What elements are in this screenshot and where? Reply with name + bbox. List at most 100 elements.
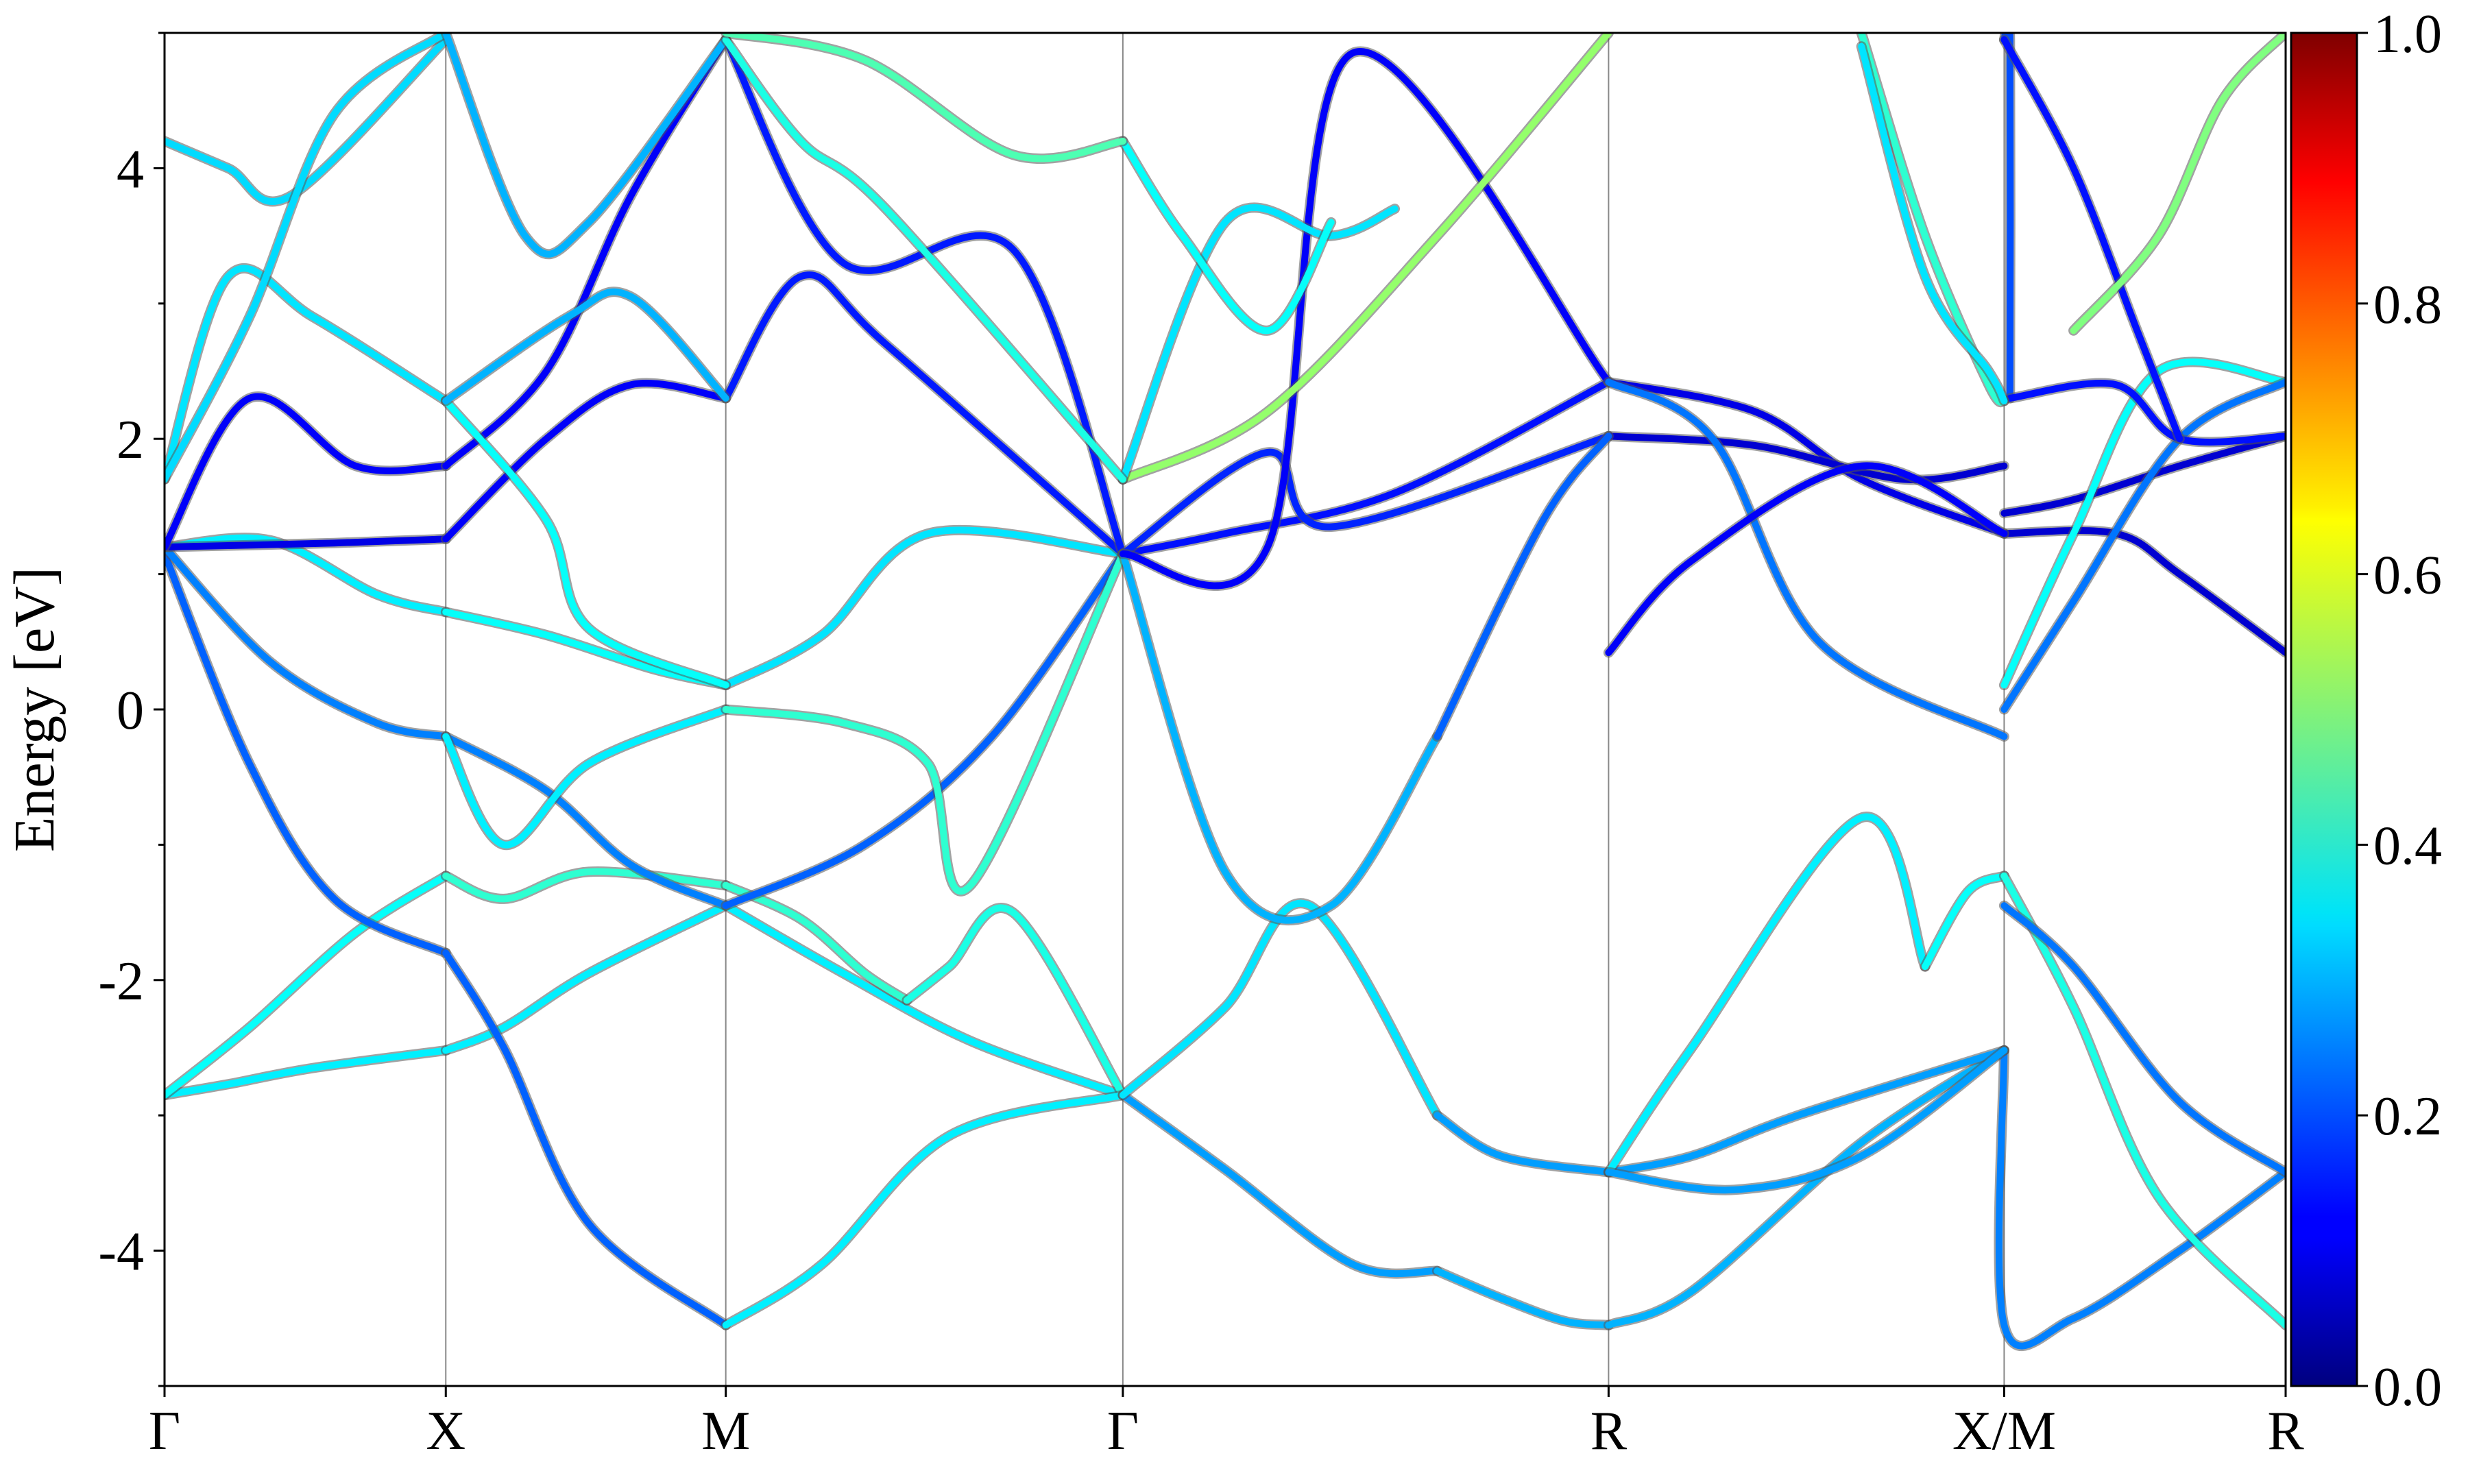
band-52 (1119, 33, 1612, 483)
band-62 (722, 33, 1126, 162)
colorbar-tick-label-1: 0.2 (2373, 1086, 2442, 1147)
band-outline-2 (721, 900, 1128, 1101)
band-56 (165, 265, 450, 483)
band-41 (2000, 433, 2286, 517)
y-axis-label: Energy [eV] (3, 567, 66, 852)
band-42 (1119, 550, 1441, 924)
y-tick-label--4: -4 (98, 1222, 144, 1282)
colorbar-tick-label-3: 0.6 (2373, 546, 2442, 606)
band-49 (2000, 33, 2014, 402)
band-24 (722, 550, 1126, 910)
band-25 (165, 534, 450, 616)
x-tick-label-4: R (1590, 1401, 1628, 1461)
plot-frame (163, 32, 2287, 1387)
band-32 (722, 271, 1126, 557)
band-outline-27 (721, 524, 1128, 690)
band-18 (1922, 872, 2008, 971)
band-57 (442, 397, 729, 689)
band-23 (442, 733, 729, 910)
band-8 (442, 949, 729, 1329)
colorbar-ticks: 0.0 0.2 0.4 0.6 0.8 1.0 (2357, 4, 2442, 1418)
band-outline-63 (1856, 33, 2009, 408)
band-2 (722, 902, 1126, 1099)
band-9 (722, 1091, 1126, 1329)
band-17 (1605, 813, 1928, 1176)
band-47 (2000, 358, 2286, 689)
band-1 (442, 902, 729, 1054)
band-31 (442, 380, 729, 543)
band-outline-42 (1117, 548, 1442, 926)
band-59 (442, 288, 729, 404)
band-29 (722, 550, 1126, 895)
y-tick-label-2: 2 (117, 410, 144, 470)
band-21 (1605, 1047, 2008, 1194)
band-outline-13 (1994, 1045, 2286, 1352)
band-outline-20 (1998, 900, 2286, 1178)
y-tick-label-4: 4 (117, 139, 144, 199)
x-tick-label-0: Γ (149, 1401, 180, 1461)
band-37 (1605, 378, 2008, 537)
band-35 (722, 36, 1126, 557)
band-28 (442, 706, 729, 849)
colorbar-tick-label-5: 1.0 (2373, 4, 2442, 64)
band-36 (1119, 378, 1612, 557)
band-50 (2006, 380, 2286, 446)
band-0 (165, 1047, 450, 1099)
band-55 (165, 36, 450, 205)
band-6 (903, 904, 1126, 1099)
band-13 (1995, 1047, 2286, 1350)
band-51 (2000, 36, 2183, 443)
band-53 (1119, 204, 1399, 483)
band-12 (1605, 1047, 2008, 1329)
band-60 (442, 33, 729, 258)
band-39 (1119, 433, 1612, 557)
band-54 (1119, 137, 1335, 334)
band-7 (165, 550, 450, 957)
band-5 (722, 881, 910, 1004)
y-axis: -4 -2 0 2 4 (98, 32, 165, 1387)
band-43 (1433, 433, 1612, 740)
colorbar: 0.0 0.2 0.4 0.6 0.8 1.0 (2290, 4, 2442, 1418)
band-outline-8 (440, 947, 731, 1330)
band-outline-29 (721, 548, 1128, 897)
band-15 (1433, 1112, 1612, 1176)
band-27 (722, 526, 1126, 689)
band-outline-10 (1117, 1090, 1442, 1279)
y-tick-label-0: 0 (117, 681, 144, 741)
band-outline-58 (165, 33, 451, 485)
band-outline-6 (902, 903, 1128, 1101)
band-46 (1605, 462, 2008, 657)
band-11 (1433, 1267, 1612, 1329)
band-64 (1858, 42, 2008, 404)
band-outline-43 (1431, 430, 1614, 742)
x-axis: Γ X M Γ R X/M R (149, 1386, 2304, 1461)
band-lines (165, 33, 2286, 1352)
band-61 (722, 36, 1126, 483)
band-38 (2000, 527, 2286, 657)
band-30 (165, 535, 450, 551)
x-tick-label-1: X (426, 1401, 465, 1461)
band-63 (1858, 33, 2008, 406)
colorbar-tick-label-2: 0.4 (2373, 816, 2442, 876)
band-40 (1605, 433, 2008, 484)
band-3 (165, 872, 450, 1099)
band-22 (165, 544, 450, 740)
band-outline-65 (2068, 33, 2286, 336)
band-14 (1119, 900, 1441, 1119)
band-outline-24 (721, 548, 1128, 911)
band-58 (165, 33, 450, 483)
band-33 (165, 393, 450, 551)
band-45 (1605, 378, 2008, 740)
x-tick-label-5: X/M (1952, 1401, 2056, 1461)
colorbar-gradient (2290, 32, 2358, 1387)
x-tick-label-6: R (2267, 1401, 2304, 1461)
band-outline-17 (1603, 812, 1931, 1178)
colorbar-tick-label-4: 0.8 (2373, 275, 2442, 335)
colorbar-tick-label-0: 0.0 (2373, 1357, 2442, 1418)
band-outline-7 (165, 548, 451, 958)
band-outline-53 (1117, 202, 1400, 485)
band-20 (2000, 902, 2286, 1176)
band-4 (442, 868, 729, 903)
